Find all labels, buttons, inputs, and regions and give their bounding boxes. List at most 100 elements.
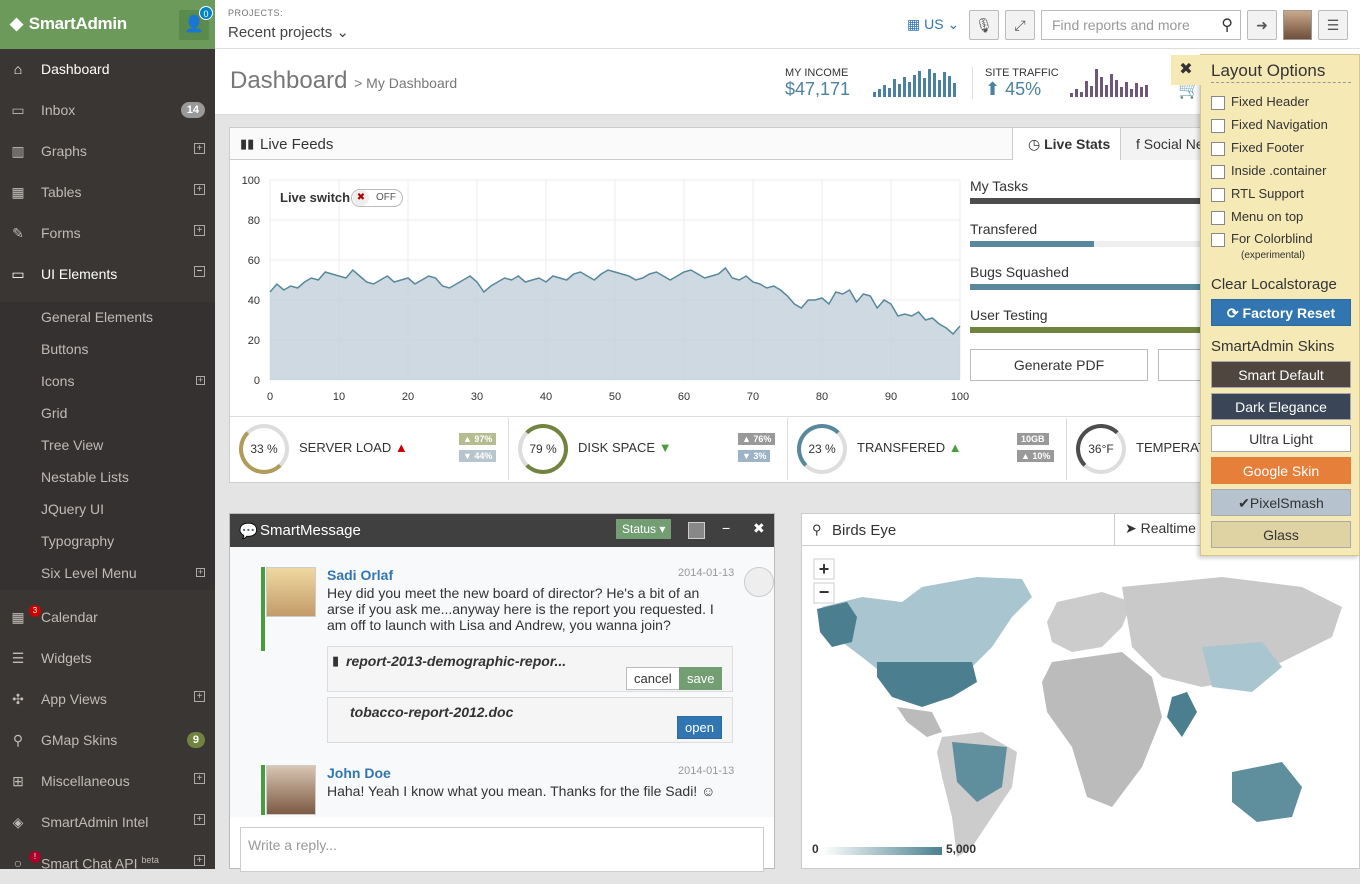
skins-title: SmartAdmin Skins [1211, 338, 1335, 355]
fixed-footer-checkbox[interactable]: Fixed Footer [1211, 140, 1304, 156]
sidebar-sub-grid[interactable]: Grid [0, 398, 215, 430]
checkbox-label: Inside .container [1231, 163, 1327, 178]
sidebar-item-smart-chat-api[interactable]: ○! Smart Chat API beta + [0, 843, 215, 884]
sidebar-item-widgets[interactable]: ☰ Widgets [0, 638, 215, 679]
sidebar-item-smartadmin-intel[interactable]: ◈ SmartAdmin Intel + [0, 802, 215, 843]
user-activity-button[interactable]: 👤 0 [179, 6, 213, 40]
temperature-ring: 36°F [1076, 424, 1126, 474]
skin-dark-elegance-button[interactable]: Dark Elegance [1211, 393, 1351, 420]
checkbox-icon [1211, 232, 1225, 247]
menu-on-top-checkbox[interactable]: Menu on top [1211, 209, 1303, 225]
tab-live-stats[interactable]: ◷ Live Stats [1012, 127, 1127, 160]
tab-live-stats-label: Live Stats [1044, 136, 1111, 152]
skin-pixelsmash-button[interactable]: ✔PixelSmash [1211, 489, 1351, 516]
reply-textarea[interactable]: Write a reply... [240, 827, 764, 872]
sidebar-item-forms[interactable]: ✎ Forms + [0, 213, 215, 254]
live-switch-toggle[interactable]: ✖ OFF [351, 189, 403, 207]
sidebar-item-graphs[interactable]: ▥ Graphs + [0, 131, 215, 172]
x-tick-label: 50 [609, 391, 621, 403]
live-feeds-header: ▮▮ Live Feeds ◷ Live Stats f Social Ne [230, 127, 1359, 160]
map-central-america [897, 707, 942, 737]
realtime-tab[interactable]: ➤ Realtime [1114, 514, 1206, 546]
location-arrow-icon: ➤ [1125, 520, 1137, 536]
brand-logo[interactable]: SmartAdmin [10, 14, 127, 34]
table-icon: ▦ [11, 184, 25, 200]
inside-container-checkbox[interactable]: Inside .container [1211, 163, 1326, 179]
zoom-in-icon[interactable]: + [819, 559, 830, 579]
user-avatar[interactable] [1283, 10, 1312, 40]
sidebar-sub-label: Nestable Lists [41, 469, 129, 485]
sidebar-sub-typography[interactable]: Typography [0, 526, 215, 558]
realtime-label: Realtime [1140, 520, 1196, 536]
rtl-support-checkbox[interactable]: RTL Support [1211, 186, 1304, 202]
sidebar-sub-label: Icons [41, 373, 75, 389]
y-tick-label: 40 [248, 295, 260, 307]
status-dropdown[interactable]: Status ▾ [616, 519, 672, 539]
sidebar-item-label: GMap Skins [41, 732, 118, 748]
task-label-bugs: Bugs Squashed [970, 264, 1069, 280]
search-icon[interactable]: ⚲ [1221, 17, 1233, 34]
check-icon: ✔ [1238, 495, 1250, 511]
fixed-navigation-checkbox[interactable]: Fixed Navigation [1211, 117, 1328, 133]
voice-command-button[interactable]: 🎙 [969, 10, 999, 40]
sidebar-item-miscellaneous[interactable]: ⊞ Miscellaneous + [0, 761, 215, 802]
skin-ultra-light-button[interactable]: Ultra Light [1211, 425, 1351, 452]
close-icon[interactable]: ✖ [753, 520, 765, 536]
projects-dropdown[interactable]: Recent projects ⌄ [228, 23, 349, 41]
attachment-filename[interactable]: tobacco-report-2012.doc [350, 704, 514, 720]
sidebar-sub-label: JQuery UI [41, 501, 105, 517]
colorblind-checkbox[interactable]: For Colorblind [1211, 231, 1313, 247]
sidebar-sub-icons[interactable]: Icons + [0, 366, 215, 398]
save-button[interactable]: save [679, 667, 723, 690]
sidebar-item-dashboard[interactable]: ⌂ Dashboard [0, 49, 215, 90]
sidebar-item-ui-elements[interactable]: ▭ UI Elements − [0, 254, 215, 295]
search-input[interactable]: Find reports and more ⚲ [1041, 10, 1241, 40]
sidebar-item-inbox[interactable]: ▭ Inbox 14 [0, 90, 215, 131]
sidebar-item-app-views[interactable]: ✣ App Views + [0, 679, 215, 720]
fixed-header-checkbox[interactable]: Fixed Header [1211, 94, 1309, 110]
sidebar-item-label: Smart Chat API [41, 855, 138, 872]
logout-button[interactable]: ➜ [1247, 10, 1277, 40]
skin-google-button[interactable]: Google Skin [1211, 457, 1351, 484]
language-selector[interactable]: ▦ US ⌄ [907, 16, 960, 32]
message-toggle-icon[interactable] [744, 567, 774, 597]
sidebar-item-tables[interactable]: ▦ Tables + [0, 172, 215, 213]
sidebar-sub-nestable-lists[interactable]: Nestable Lists [0, 462, 215, 494]
minimize-icon[interactable]: − [722, 520, 731, 536]
open-button[interactable]: open [677, 716, 722, 739]
attachment-filename[interactable]: report-2013-demographic-repor... [346, 653, 567, 669]
sidebar-sub-jquery-ui[interactable]: JQuery UI [0, 494, 215, 526]
sidebar-item-label: Dashboard [41, 61, 110, 77]
sidebar-sub-label: Typography [41, 533, 115, 549]
skin-smart-default-button[interactable]: Smart Default [1211, 361, 1351, 388]
sidebar-item-gmap-skins[interactable]: ⚲ GMap Skins 9 [0, 720, 215, 761]
sidebar-item-calendar[interactable]: ▦ 3 Calendar [0, 597, 215, 638]
sender-name[interactable]: Sadi Orlaf [327, 567, 394, 583]
facebook-icon: f [1136, 136, 1140, 152]
income-label: MY INCOME [785, 67, 849, 79]
skin-pixelsmash-label: PixelSmash [1249, 495, 1324, 511]
close-icon[interactable]: ✖ [1171, 55, 1201, 85]
sidebar-sub-tree-view[interactable]: Tree View [0, 430, 215, 462]
color-picker-button[interactable] [688, 522, 705, 539]
sidebar-sub-general-elements[interactable]: General Elements [0, 302, 215, 334]
x-tick-label: 40 [540, 391, 552, 403]
sidebar-sub-buttons[interactable]: Buttons [0, 334, 215, 366]
disk-space-ring: 79 % [518, 424, 568, 474]
cancel-button[interactable]: cancel [626, 667, 680, 690]
zoom-out-icon[interactable]: − [819, 582, 830, 602]
x-tick-label: 90 [885, 391, 897, 403]
fullscreen-button[interactable]: ⤢ [1005, 10, 1035, 40]
x-tick-label: 60 [678, 391, 690, 403]
factory-reset-button[interactable]: ⟳ Factory Reset [1211, 299, 1351, 326]
sender-name[interactable]: John Doe [327, 765, 391, 781]
sidebar-sub-six-level-menu[interactable]: Six Level Menu + [0, 558, 215, 590]
generate-pdf-button[interactable]: Generate PDF [970, 349, 1148, 381]
birds-eye-title: Birds Eye [832, 522, 897, 539]
x-tick-label: 20 [402, 391, 414, 403]
clear-localstorage-label: Clear Localstorage [1211, 276, 1337, 293]
skin-glass-button[interactable]: Glass [1211, 521, 1351, 548]
experimental-note: (experimental) [1241, 250, 1305, 261]
menu-toggle-button[interactable]: ☰ [1318, 10, 1348, 40]
task-progress-transfered [970, 241, 1200, 247]
